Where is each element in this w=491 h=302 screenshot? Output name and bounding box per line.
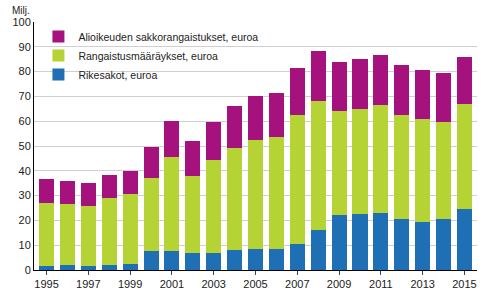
svg-text:10: 10: [19, 239, 31, 251]
svg-text:2011: 2011: [369, 278, 393, 290]
svg-text:Milj.: Milj.: [12, 5, 30, 16]
svg-text:2007: 2007: [285, 278, 309, 290]
svg-text:2003: 2003: [201, 278, 225, 290]
svg-text:70: 70: [19, 90, 31, 102]
svg-text:1999: 1999: [118, 278, 142, 290]
svg-text:50: 50: [19, 140, 31, 152]
svg-text:Rangaistusmääräykset, euroa: Rangaistusmääräykset, euroa: [78, 50, 218, 62]
svg-text:2005: 2005: [243, 278, 267, 290]
svg-text:2001: 2001: [160, 278, 184, 290]
svg-text:1995: 1995: [34, 278, 58, 290]
svg-text:2013: 2013: [410, 278, 434, 290]
svg-text:60: 60: [19, 115, 31, 127]
svg-text:2009: 2009: [327, 278, 351, 290]
svg-text:Alioikeuden sakkorangaistukset: Alioikeuden sakkorangaistukset, euroa: [78, 31, 258, 43]
svg-text:100: 100: [12, 16, 30, 28]
svg-text:0: 0: [25, 264, 31, 276]
svg-text:Rikesakot, euroa: Rikesakot, euroa: [78, 69, 157, 81]
svg-text:90: 90: [19, 41, 31, 53]
svg-text:80: 80: [19, 65, 31, 77]
svg-text:30: 30: [19, 189, 31, 201]
svg-text:40: 40: [19, 165, 31, 177]
svg-text:20: 20: [19, 214, 31, 226]
svg-text:2015: 2015: [452, 278, 476, 290]
svg-text:1997: 1997: [76, 278, 100, 290]
